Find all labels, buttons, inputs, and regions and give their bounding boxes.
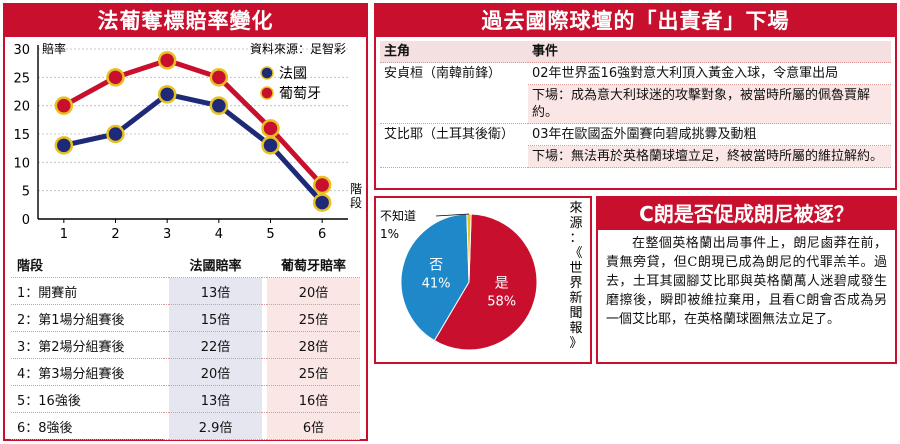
y-tick-label: 30 [13,43,30,58]
portugal-cell: 28倍 [266,331,360,359]
header-protagonist: 主角 [380,41,528,63]
portugal-cell: 6倍 [266,412,360,440]
stage-cell: 6：8強後 [11,412,165,440]
slice-value: 41% [422,277,451,292]
data-point [312,175,332,195]
data-point [261,136,280,155]
data-point [157,51,177,70]
y-tick-label: 15 [13,128,30,143]
y-tick-label: 10 [13,156,30,171]
table-row: 6：8強後 2.9倍 6倍 [11,412,360,440]
legend-marker [260,66,274,80]
data-point [157,85,177,104]
result-cell: 下場：成為意大利球迷的攻擊對象，被當時所屬的佩魯賈解約。 [528,84,891,124]
pie-slice [433,213,538,351]
data-point [106,68,125,87]
article-title: C朗是否促成朗尼被逐？ [598,198,895,230]
past-cases-title: 過去國際球壇的「出責者」下場 [376,5,895,37]
table-row: 1：開賽前 13倍 20倍 [11,277,360,305]
poll-pie-chart: 是 58% 否 41% 不知道 1% 來源：《世界新聞報》 [380,201,583,351]
table-row: 下場：無法再於英格蘭球壇立足，終被當時所屬的維拉解約。 [380,145,891,168]
header-event: 事件 [528,41,891,63]
slice-label: 不知道 [380,209,416,223]
past-cases-table: 主角 事件 安貞桓（南韓前鋒） 02年世界盃16強對意大利頂入黃金入球，令意軍出… [380,41,891,168]
stage-cell: 2：第1場分組賽後 [11,304,165,332]
table-header-row: 階段 法國賠率 葡萄牙賠率 [11,251,360,278]
data-point [261,119,280,138]
protagonist-cell: 安貞桓（南韓前鋒） [380,62,528,124]
data-point [54,96,74,115]
stage-cell: 4：第3場分組賽後 [11,358,165,386]
x-tick-label: 4 [215,227,223,242]
legend-label: 葡萄牙 [279,86,321,102]
slice-value: 58% [487,294,516,309]
stage-cell: 3：第2場分組賽後 [11,331,165,359]
odds-table: 階段 法國賠率 葡萄牙賠率 1：開賽前 13倍 20倍 2：第1場分組賽後 15… [11,251,360,440]
y-tick-label: 0 [22,213,30,228]
table-row: 2：第1場分組賽後 15倍 25倍 [11,304,360,332]
data-point [106,124,125,144]
table-row: 5：16強後 13倍 16倍 [11,385,360,413]
table-row: 艾比耶（土耳其後衛） 03年在歐國盃外圍賽向碧咸挑釁及動粗 [380,123,891,168]
x-tick-label: 2 [111,227,119,242]
y-tick-label: 5 [22,185,30,200]
table-row: 3：第2場分組賽後 22倍 28倍 [11,331,360,359]
legend-label: 法國 [279,66,307,82]
legend-marker [260,86,274,100]
protagonist-cell: 艾比耶（土耳其後衛） [380,123,528,168]
france-cell: 2.9倍 [168,412,263,440]
pie-slice [400,213,470,342]
slice-label: 否 [429,258,443,274]
header-portugal: 葡萄牙賠率 [266,251,360,278]
data-point [54,136,74,155]
stage-cell: 5：16強後 [11,385,165,413]
header-france: 法國賠率 [168,251,263,278]
x-tick-label: 5 [266,227,274,242]
portugal-cell: 25倍 [266,304,360,332]
x-tick-label: 1 [60,227,68,242]
odds-panel: 法葡奪標賠率變化 0 5 10 15 20 25 30 1 2 3 4 5 6 賠率階段 資料來源：足智彩法… [3,3,368,441]
header-stage: 階段 [11,251,165,278]
france-cell: 20倍 [168,358,263,386]
france-cell: 13倍 [168,385,263,413]
data-point [209,96,229,115]
france-cell: 22倍 [168,331,263,359]
article-panel: C朗是否促成朗尼被逐？ 在整個英格蘭出局事件上，朗尼鹵莽在前，責無旁貸，但C朗現… [596,196,897,364]
poll-panel: 是 58% 否 41% 不知道 1% 來源：《世界新聞報》 [374,196,592,364]
france-cell: 15倍 [168,304,263,332]
source-label: 資料來源：足智彩 [250,41,346,56]
pie-source: 來源：《世界新聞報》 [569,201,582,351]
result-cell: 下場：無法再於英格蘭球壇立足，終被當時所屬的維拉解約。 [528,145,891,168]
event-cell: 02年世界盃16強對意大利頂入黃金入球，令意軍出局 [528,62,891,85]
leader-line [435,213,470,217]
x-tick-label: 6 [318,227,326,242]
odds-title: 法葡奪標賠率變化 [5,5,366,37]
portugal-cell: 16倍 [266,385,360,413]
y-tick-label: 25 [13,71,30,86]
x-axis-label: 階段 [350,181,362,210]
slice-label: 是 [495,275,509,291]
event-cell: 03年在歐國盃外圍賽向碧咸挑釁及動粗 [528,123,891,146]
data-point [312,193,332,212]
series-line-法國 [63,91,325,205]
data-point [209,68,229,87]
x-tick-label: 3 [163,227,171,242]
france-cell: 13倍 [168,277,263,305]
article-body: 在整個英格蘭出局事件上，朗尼鹵莽在前，責無旁貸，但C朗現已成為朗尼的代罪羔羊。過… [606,236,887,327]
table-row: 安貞桓（南韓前鋒） 02年世界盃16強對意大利頂入黃金入球，令意軍出局 [380,62,891,124]
portugal-cell: 20倍 [266,277,360,305]
portugal-cell: 25倍 [266,358,360,386]
y-axis-label: 賠率 [42,41,66,56]
table-header-row: 主角 事件 [380,41,891,63]
series-line-葡萄牙 [62,57,325,187]
y-tick-label: 20 [13,100,30,115]
table-row: 4：第3場分組賽後 20倍 25倍 [11,358,360,386]
slice-value: 1% [380,227,399,241]
past-cases-panel: 過去國際球壇的「出責者」下場 主角 事件 安貞桓（南韓前鋒） 02年世界盃16強… [374,3,897,190]
stage-cell: 1：開賽前 [11,277,165,305]
